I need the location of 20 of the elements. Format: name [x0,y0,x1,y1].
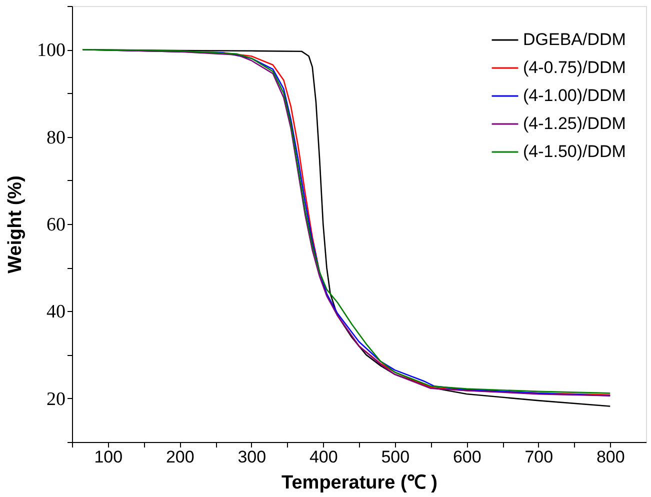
y-tick-label: 80 [46,127,66,148]
x-tick-label: 600 [452,448,482,466]
y-tick-label: 40 [46,302,66,323]
y-tick-label: 100 [37,40,66,62]
legend-label: DGEBA/DDM [523,30,626,49]
x-axis-title: Temperature (℃ ) [282,472,438,494]
x-tick-label: 100 [94,448,123,466]
x-tick-label: 700 [524,448,554,466]
x-tick-label: 400 [309,448,338,466]
legend-label: (4-1.00)/DDM [523,86,626,105]
x-tick-label: 200 [166,448,194,466]
legend-label: (4-1.25)/DDM [523,114,626,133]
x-tick-label: 800 [596,448,625,466]
y-tick-label: 20 [46,388,66,410]
y-axis-title: Weight (%) [5,176,26,274]
y-tick-label: 60 [46,214,66,236]
legend-label: (4-0.75)/DDM [523,58,626,77]
x-tick-label: 300 [238,448,266,466]
x-tick-label: 500 [381,448,410,466]
legend-label: (4-1.50)/DDM [523,142,626,161]
